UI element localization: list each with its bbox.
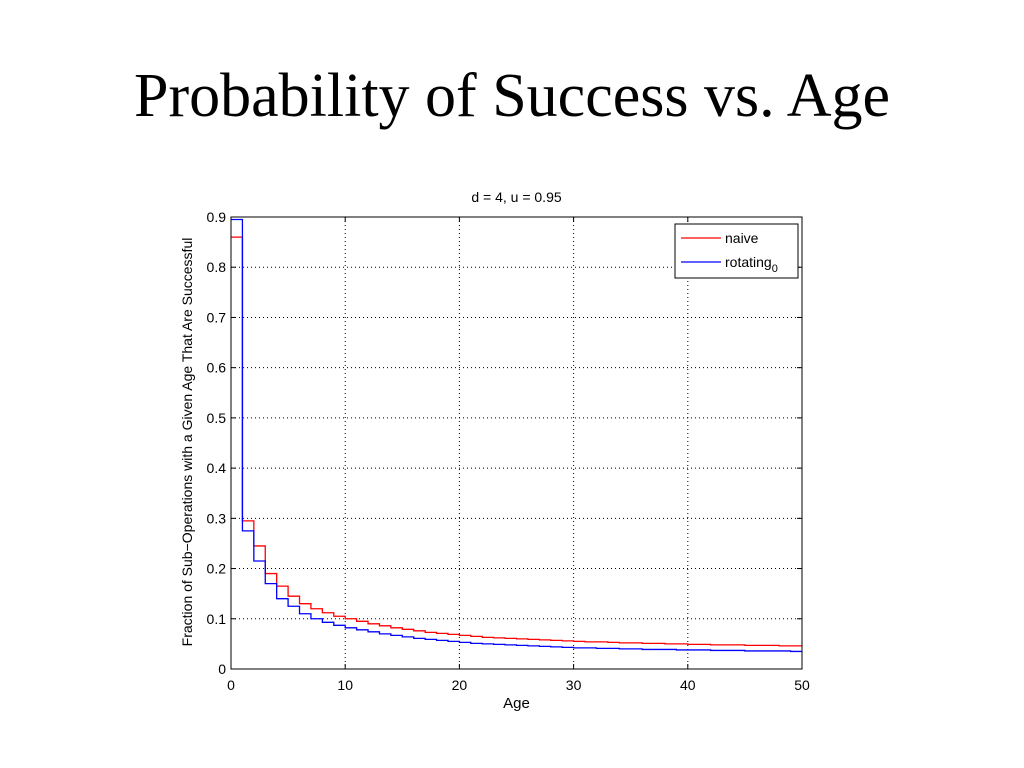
plot-frame [230,216,803,670]
y-tick-label: 0.6 [207,360,227,376]
x-tick-label: 20 [452,677,468,693]
series-layer [231,218,802,653]
y-tick-label: 0.5 [207,410,227,426]
legend: naive rotating0 [674,223,799,279]
slide-title: Probability of Success vs. Age [134,62,890,130]
y-tick-label: 0.4 [207,460,227,476]
x-tick-label: 40 [680,677,696,693]
y-tick-label: 0.7 [207,309,227,325]
series-line-rotating [231,218,802,653]
grid [231,217,802,669]
legend-label-rotating: rotating0 [725,254,778,275]
x-tick-label: 50 [794,677,810,693]
y-tick-label: 0.9 [207,209,227,225]
y-axis-label: Fraction of Sub−Operations with a Given … [179,238,195,647]
legend-box [674,223,799,279]
y-tick-label: 0 [218,661,226,677]
x-tick-label: 10 [337,677,353,693]
legend-label-subscript: 0 [772,263,778,275]
y-tick-label: 0.1 [207,611,227,627]
x-tick-label: 30 [566,677,582,693]
legend-label-naive: naive [725,230,759,246]
y-tick-label: 0.8 [207,259,227,275]
ticks: 0 10 20 30 40 50 0 0.1 0.2 0.3 0.4 0.5 0.6 0.7 0.8 0.9 [207,209,810,693]
x-tick-label: 0 [227,677,235,693]
x-axis-label: Age [503,695,530,712]
series-line-naive [231,236,802,647]
y-tick-label: 0.2 [207,561,227,577]
y-tick-label: 0.3 [207,510,227,526]
chart-title: d = 4, u = 0.95 [471,189,562,205]
